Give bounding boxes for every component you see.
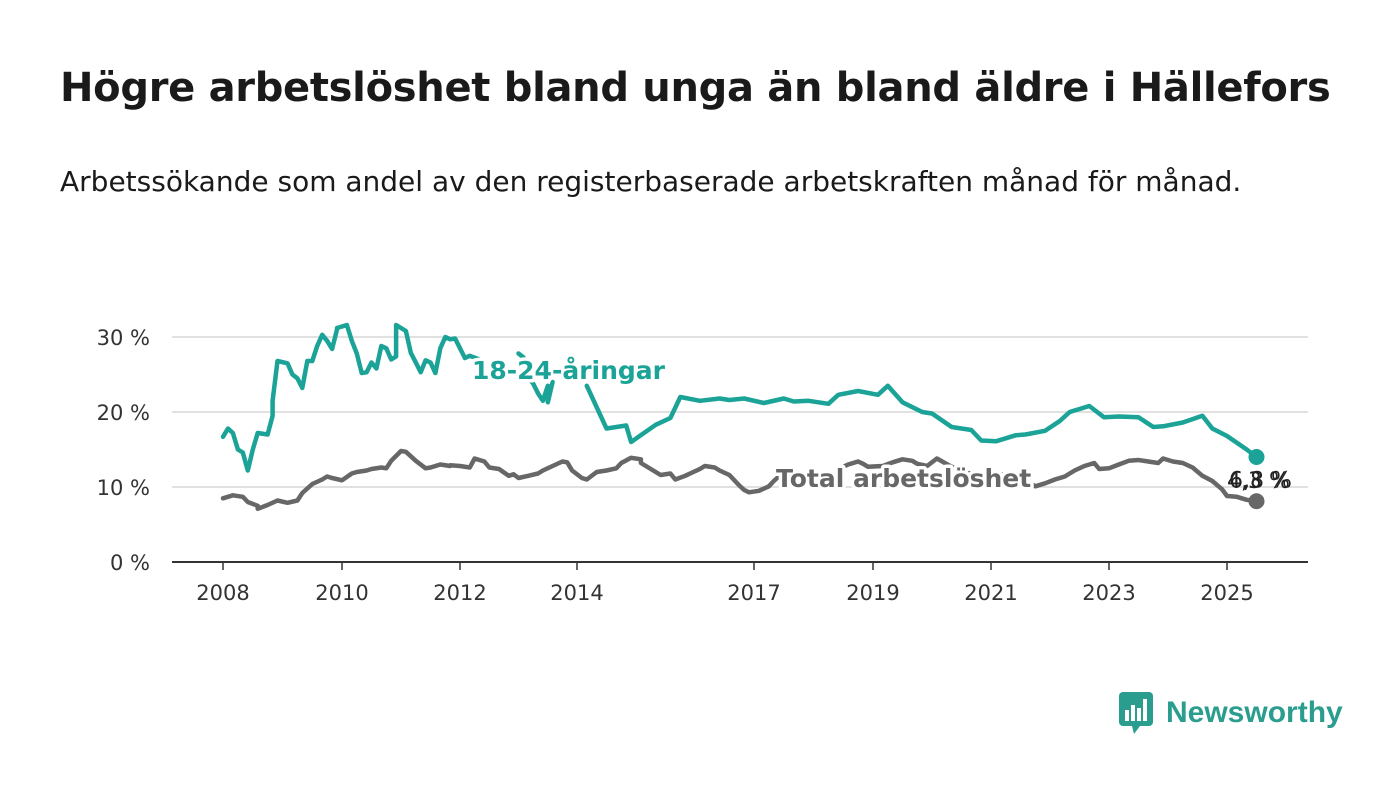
x-tick-label: 2019 xyxy=(846,581,899,605)
total-end-marker xyxy=(1248,493,1265,510)
y-axis-ticks: 0 % 10 % 20 % 30 % xyxy=(97,326,150,575)
x-tick-label: 2012 xyxy=(433,581,486,605)
bar-chart-speech-bubble-icon xyxy=(1119,692,1153,734)
youth-line xyxy=(516,351,555,405)
youth-end-label: 4,3 % xyxy=(1227,469,1290,494)
total-end-label: 6,8 % xyxy=(1229,468,1292,493)
series-labels: 6,8 %4,3 %18-24-åringar18-24-åringarTota… xyxy=(469,353,1292,497)
newsworthy-logo: Newsworthy xyxy=(1118,690,1343,736)
youth-series-label: 18-24-åringar xyxy=(472,356,666,385)
x-tick-label: 2023 xyxy=(1082,581,1135,605)
total-series-label-halo: Total arbetslöshet xyxy=(776,464,1031,493)
youth-series-label-halo: 18-24-åringar xyxy=(472,356,666,385)
chart-title: Högre arbetslöshet bland unga än bland ä… xyxy=(60,65,1331,111)
total-series-label: Total arbetslöshet xyxy=(776,464,1031,493)
chart-subtitle: Arbetssökande som andel av den registerb… xyxy=(60,165,1242,198)
y-tick-label: 30 % xyxy=(97,326,150,350)
y-tick-label: 20 % xyxy=(97,401,150,425)
youth-line xyxy=(220,322,482,473)
x-tick-label: 2010 xyxy=(315,581,368,605)
x-tick-label: 2014 xyxy=(550,581,603,605)
y-tick-label: 0 % xyxy=(110,551,150,575)
x-tick-label: 2021 xyxy=(964,581,1017,605)
total-line xyxy=(220,448,1259,512)
brand-name: Newsworthy xyxy=(1166,696,1343,729)
y-tick-label: 10 % xyxy=(97,476,150,500)
series-lines xyxy=(220,322,1265,512)
x-tick-label: 2017 xyxy=(727,581,780,605)
youth-end-marker xyxy=(1248,449,1265,465)
x-tick-label: 2008 xyxy=(196,581,249,605)
youth-line xyxy=(584,383,1259,460)
gridlines xyxy=(172,336,1308,563)
x-tick-label: 2025 xyxy=(1200,581,1253,605)
x-axis-ticks: 2008 2010 2012 2014 2017 2019 2021 2023 2025 xyxy=(196,562,1254,605)
